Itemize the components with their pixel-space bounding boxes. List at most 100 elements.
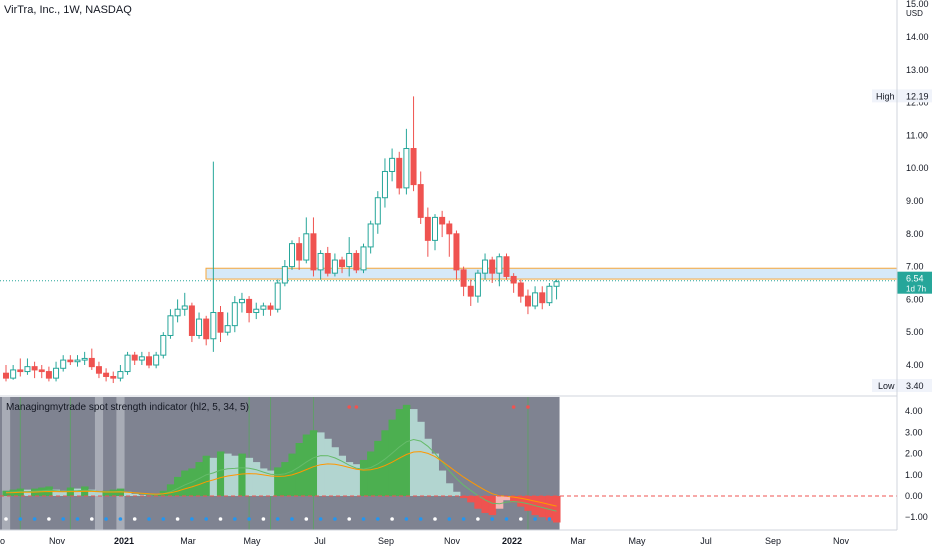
price-tick-label: 13.00 [906,65,929,75]
indicator-area [295,443,304,496]
indicator-top-dot [511,405,516,409]
indicator-top-dot [347,405,352,409]
time-tick-label: May [243,536,261,546]
indicator-area [88,489,96,496]
indicator-area [324,438,332,496]
indicator-area [395,409,404,496]
candle-body [296,243,303,261]
candle-body [453,233,460,271]
indicator-area [345,462,354,496]
time-tick-label: Jul [314,536,326,546]
candle-body [331,259,338,274]
indicator-area [510,496,518,503]
indicator-dot [261,517,266,521]
candle-body [417,184,424,218]
time-tick-label: Mar [570,536,586,546]
indicator-area [109,489,118,496]
indicator-dot [333,517,337,521]
candle-body [17,369,24,373]
price-tick-label: 10.00 [906,163,929,173]
candle-body [110,375,117,379]
candle-body [231,302,238,327]
indicator-area [281,462,289,496]
indicator-area [552,496,561,523]
candle-body [131,354,138,361]
indicator-area [252,462,261,496]
candle-body [439,216,446,225]
indicator-area [202,455,211,496]
indicator-area [309,430,318,496]
indicator-dot [547,517,552,521]
price-tick-label: 5.00 [906,327,924,337]
indicator-area [59,490,68,496]
time-tick-label: May [628,536,646,546]
candle-body [267,305,274,310]
candle-body [24,366,31,373]
indicator-area [152,494,161,496]
indicator-dot [318,517,323,521]
indicator-area [238,453,246,496]
indicator-area [102,490,111,496]
last-price-countdown: 1d 7h [906,285,926,294]
candle-body [553,281,560,287]
indicator-area [367,451,375,496]
candle-body [510,275,517,284]
zero-label-bg [897,489,932,502]
time-tick-label: Nov [833,536,850,546]
candle-body [210,312,217,340]
indicator-area [2,490,10,496]
candle-body [381,170,388,199]
indicator-tick-label: 2.00 [905,449,923,459]
indicator-light-band [116,397,125,530]
indicator-light-band [2,397,11,530]
indicator-plot [0,404,897,523]
indicator-area [138,494,146,496]
indicator-area [359,459,368,496]
indicator-dot [433,517,437,521]
price-tick-label: 9.00 [906,196,924,206]
candle-body [317,252,324,271]
indicator-dot [161,517,166,521]
indicator-tick-label: −1.00 [905,512,928,522]
price-tick-label: 7.00 [906,262,924,272]
candle-body [53,367,60,379]
time-tick-label: Nov [444,536,461,546]
low-value-bg [897,379,932,392]
price-tick-label: 4.00 [906,360,924,370]
price-tick-label: 15.00 [906,0,929,9]
indicator-area [352,464,361,496]
indicator-dot [118,517,123,521]
zero-label: 0.00 [905,491,923,501]
indicator-area [216,451,225,496]
candle-body [181,305,188,310]
price-axis: 15.00 14.00 13.00 12.00 11.00 10.00 9.00 8.00 7.… [872,0,932,392]
candles [3,96,560,384]
indicator-area [274,467,282,496]
candle-body [281,266,288,284]
indicator-dot [61,517,65,521]
indicator-area [388,419,397,496]
candle-body [167,315,174,336]
indicator-area [502,496,511,501]
indicator-area [431,453,439,496]
candle-body [88,357,95,368]
indicator-area [409,409,418,496]
indicator-axis: 4.003.002.001.000.00−1.000.00 [897,406,932,522]
indicator-dot [175,517,180,521]
indicator-area [302,434,311,496]
support-zone [0,267,898,282]
indicator-dot [476,517,480,521]
price-tick-label: 8.00 [906,229,924,239]
candle-body [310,233,317,271]
indicator-slow-line [5,451,557,507]
indicator-dot [490,517,495,521]
price-tick-label: 11.00 [906,130,928,140]
low-value: 3.40 [906,381,924,391]
candle-body [138,356,145,361]
candle-body [3,372,9,379]
indicator-dot [533,517,537,521]
time-tick-label: Mar [180,536,196,546]
candle-body [74,359,81,363]
